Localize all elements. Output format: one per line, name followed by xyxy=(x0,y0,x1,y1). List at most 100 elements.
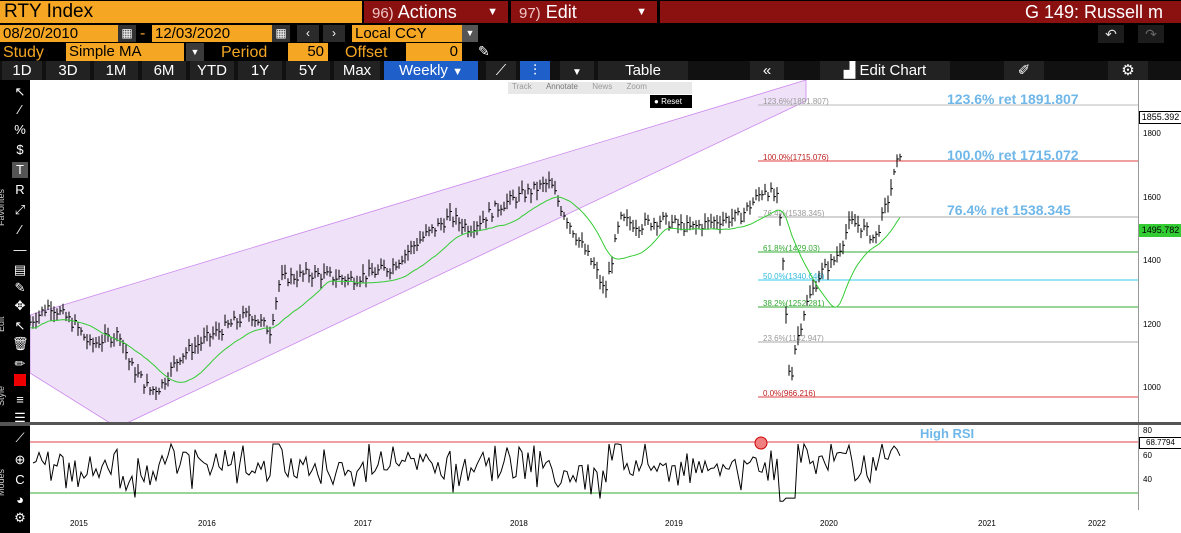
hline-tool-icon[interactable]: — xyxy=(13,242,27,257)
zoom-mode[interactable]: Zoom xyxy=(626,82,647,91)
price-chart-svg[interactable]: 123.6%(1891.807) 100.0%(1715.076) 76.4%(… xyxy=(29,79,1138,424)
rsi-line xyxy=(32,442,901,502)
drawing-toolbar: Favorites Edit Style Modes ↖ ∕ % $ T R ⤢… xyxy=(0,80,30,533)
start-date-input[interactable]: 08/20/2010 xyxy=(0,25,118,42)
redo-icon[interactable]: ↷ xyxy=(1138,25,1164,43)
range-1y-button[interactable]: 1Y xyxy=(238,61,282,80)
chevron-down-icon[interactable]: ▼ xyxy=(560,61,594,80)
fib-label-500: 50.0%(1340.646) xyxy=(763,272,825,281)
ticker-field[interactable]: RTY Index xyxy=(0,1,362,23)
move-icon[interactable]: ✥ xyxy=(14,298,26,313)
y-tick: 1600 xyxy=(1143,193,1161,202)
color-swatch-icon[interactable] xyxy=(14,374,26,386)
dollar-tool-icon[interactable]: $ xyxy=(16,142,24,157)
y-tick: 1200 xyxy=(1143,320,1161,329)
pencil-icon[interactable]: ✏ xyxy=(14,356,26,371)
line-style-icon[interactable]: ☰ xyxy=(14,410,26,425)
axis-corner xyxy=(1138,510,1181,533)
x-label: 2015 xyxy=(70,519,88,528)
end-date-input[interactable]: 12/03/2020 xyxy=(152,25,272,42)
c-icon[interactable]: C xyxy=(15,472,25,487)
offset-label: Offset xyxy=(345,44,388,61)
brush-icon[interactable]: ✎ xyxy=(14,280,26,295)
news-mode[interactable]: News xyxy=(592,82,613,91)
track-mode[interactable]: Track xyxy=(512,82,532,91)
annotation-764[interactable]: 76.4% ret 1538.345 xyxy=(947,202,1071,218)
range-ytd-button[interactable]: YTD xyxy=(190,61,234,80)
offset-input[interactable]: 0 xyxy=(406,43,462,61)
chevron-down-icon: ▼ xyxy=(636,6,647,18)
pen-icon[interactable]: ✎ xyxy=(478,43,490,59)
pointer-icon[interactable]: ↖ xyxy=(14,84,26,99)
chevron-down-icon[interactable]: ▼ xyxy=(186,43,204,61)
actions-menu-button[interactable]: 96) Actions ▼ xyxy=(364,1,508,23)
calendar-icon[interactable]: ▦ xyxy=(118,25,136,42)
period-label: Period xyxy=(221,44,268,61)
price-axis: 1855.392 1800 1600 1495.782 1400 1200 10… xyxy=(1138,80,1181,423)
fib-tool-icon[interactable]: % xyxy=(14,122,26,137)
rsi-tick: 80 xyxy=(1143,426,1152,435)
time-axis: 2015 2016 2017 2018 2019 2020 2021 2022 xyxy=(30,510,1138,533)
annotation-1236[interactable]: 123.6% ret 1891.807 xyxy=(947,91,1079,107)
range-max-button[interactable]: Max xyxy=(334,61,380,80)
high-rsi-annotation[interactable]: High RSI xyxy=(920,426,974,441)
range-5y-button[interactable]: 5Y xyxy=(286,61,330,80)
calendar-icon[interactable]: ▦ xyxy=(272,25,290,42)
chart-mode-popup: Track Annotate News Zoom xyxy=(508,82,692,94)
currency-select[interactable]: Local CCY xyxy=(352,25,462,42)
actions-number: 96) xyxy=(372,5,394,22)
edit-label: Edit xyxy=(0,316,6,332)
actions-label: Actions xyxy=(397,2,457,22)
price-chart[interactable]: 123.6%(1891.807) 100.0%(1715.076) 76.4%(… xyxy=(29,79,1138,424)
study-bar: Study Simple MA ▼ Period 50 Offset 0 ✎ xyxy=(0,43,1181,61)
price-bars xyxy=(29,153,902,400)
gear-icon[interactable]: ⚙ xyxy=(14,510,26,525)
annotate-mode[interactable]: Annotate xyxy=(545,82,578,91)
rsi-tick: 40 xyxy=(1143,475,1152,484)
gear-icon[interactable]: ⚙ xyxy=(1108,61,1148,80)
rsi-chart[interactable]: High RSI xyxy=(30,425,1138,510)
channel-tool-icon[interactable]: ▤ xyxy=(13,262,27,277)
range-6m-button[interactable]: 6M xyxy=(142,61,186,80)
x-label: 2021 xyxy=(978,519,996,528)
reset-button[interactable]: ● Reset xyxy=(650,95,692,108)
prev-period-button[interactable]: ‹ xyxy=(297,25,319,42)
edit-number: 97) xyxy=(519,5,541,22)
frequency-select[interactable]: Weekly ▼ xyxy=(384,61,478,80)
reset-label: Reset xyxy=(661,97,682,106)
range-1d-button[interactable]: 1D xyxy=(2,61,42,80)
collapse-icon[interactable]: « xyxy=(750,61,784,80)
moving-average-line xyxy=(29,196,901,383)
ruler-icon[interactable]: ⟋ xyxy=(15,430,25,445)
ray-tool-icon[interactable]: ⁄ xyxy=(18,222,22,237)
rsi-last-label: 68.7794 xyxy=(1139,437,1181,449)
period-input[interactable]: 50 xyxy=(288,43,328,61)
study-select[interactable]: Simple MA xyxy=(66,43,184,61)
trash-icon[interactable]: 🗑 xyxy=(12,336,29,351)
chevron-down-icon[interactable]: ▼ xyxy=(462,25,478,42)
range-3d-button[interactable]: 3D xyxy=(46,61,90,80)
line-weight-icon[interactable]: ≡ xyxy=(16,392,24,407)
range-tool-icon[interactable]: R xyxy=(15,182,25,197)
annotation-100[interactable]: 100.0% ret 1715.072 xyxy=(947,147,1079,163)
select-icon[interactable]: ↖ xyxy=(14,318,26,333)
line-tool-icon[interactable]: ∕ xyxy=(18,102,22,117)
line-chart-icon[interactable]: ⟋ xyxy=(486,61,516,80)
x-label: 2019 xyxy=(665,519,683,528)
text-tool-icon[interactable]: T xyxy=(12,162,28,178)
bar-chart-icon[interactable]: ⫶ xyxy=(520,61,550,80)
trend-tool-icon[interactable]: ⤢ xyxy=(14,202,26,217)
rsi-tick: 60 xyxy=(1143,451,1152,460)
palette-icon[interactable]: ◕ xyxy=(16,492,24,507)
pane-divider[interactable] xyxy=(0,422,1181,426)
range-1m-button[interactable]: 1M xyxy=(94,61,138,80)
rsi-axis: 80 68.7794 60 40 xyxy=(1138,425,1181,510)
next-period-button[interactable]: › xyxy=(323,25,345,42)
undo-icon[interactable]: ↶ xyxy=(1098,25,1124,43)
edit-menu-button[interactable]: 97) Edit ▼ xyxy=(511,1,657,23)
edit-chart-button[interactable]: ▟ Edit Chart xyxy=(820,61,950,80)
table-button[interactable]: Table xyxy=(598,61,688,80)
crosshair-icon[interactable]: ⊕ xyxy=(14,452,26,467)
rsi-chart-svg[interactable]: High RSI xyxy=(30,425,1138,510)
draw-icon[interactable]: ✐ xyxy=(1004,61,1044,80)
